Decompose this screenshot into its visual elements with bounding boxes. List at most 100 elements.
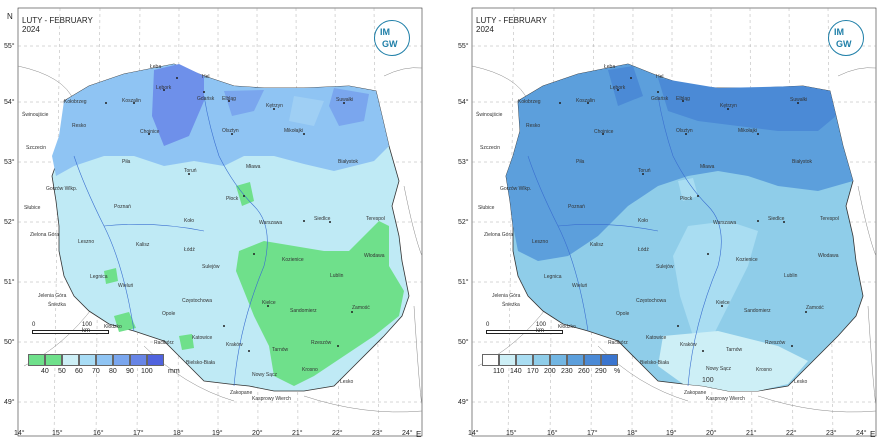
lat-label: 49°: [4, 399, 15, 406]
lat-label: 55°: [4, 43, 15, 50]
city-dots: [559, 77, 807, 352]
legend-color-scale: [28, 354, 164, 366]
city-label: Wieluń: [572, 283, 588, 289]
city-label: Warszawa: [713, 220, 737, 226]
city-label: Sandomierz: [744, 308, 771, 314]
lon-label: 18°: [173, 430, 184, 437]
lat-label: 50°: [458, 339, 469, 346]
city-label: Jelenia Góra: [38, 293, 67, 299]
city-label: Kętrzyn: [266, 103, 283, 109]
city-label: Sulejów: [656, 264, 674, 270]
city-label: Częstochowa: [636, 298, 667, 304]
city-label: Bielsko-Biała: [640, 360, 669, 366]
city-label: Włodawa: [818, 253, 839, 259]
city-label: Śnieżka: [502, 302, 520, 308]
city-label: Lębork: [610, 85, 626, 91]
map-title-line1: LUTY - FEBRUARY: [476, 16, 547, 25]
city-label: Rzeszów: [311, 340, 332, 346]
lon-label: 19°: [666, 430, 677, 437]
lon-label: 16°: [547, 430, 558, 437]
city-label: Krosno: [302, 367, 318, 373]
city-label: Kalisz: [136, 242, 150, 248]
lon-label: 24°: [402, 430, 413, 437]
lat-label: 53°: [458, 159, 469, 166]
city-label: Gdańsk: [651, 96, 669, 102]
city-label: Olsztyn: [222, 128, 239, 134]
legend-swatch: [62, 354, 79, 366]
lon-label: 22°: [332, 430, 343, 437]
city-label: Gorzów Wlkp.: [500, 186, 532, 192]
city-label: Kraków: [226, 342, 243, 348]
lon-label: 15°: [52, 430, 63, 437]
city-label: Białystok: [792, 159, 813, 165]
east-label: E: [416, 430, 422, 439]
lon-label: 15°: [506, 430, 517, 437]
city-label: Mława: [700, 164, 715, 170]
city-label: Lublin: [330, 273, 344, 279]
city-label: Legnica: [90, 274, 108, 280]
city-label: Kielce: [262, 300, 276, 306]
lon-label: 22°: [786, 430, 797, 437]
city-label: Zamość: [806, 305, 824, 311]
city-label: Piła: [576, 159, 585, 165]
legend-swatch: [533, 354, 550, 366]
city-label: Lesko: [794, 379, 808, 385]
legend-swatch: [130, 354, 147, 366]
legend-swatch: [499, 354, 516, 366]
city-label: Olsztyn: [676, 128, 693, 134]
city-label: Mikołajki: [738, 128, 758, 134]
city-label: Łeba: [604, 64, 616, 70]
contour-label: 100: [702, 377, 714, 384]
map-title-line2: 2024: [476, 25, 494, 34]
city-label: Poznań: [114, 204, 131, 210]
city-label: Sulejów: [202, 264, 220, 270]
city-label: Zakopane: [684, 390, 707, 396]
city-label: Siedlce: [768, 216, 785, 222]
city-label: Elbląg: [676, 96, 690, 102]
city-label: Koło: [638, 218, 649, 224]
city-label: Elbląg: [222, 96, 236, 102]
lat-label: 50°: [4, 339, 15, 346]
city-label: Świnoujście: [22, 112, 49, 118]
city-label: Słubice: [478, 205, 495, 211]
north-label: N: [7, 12, 13, 21]
city-dots: [105, 77, 353, 352]
city-label: Hel: [656, 74, 664, 80]
lon-label: 16°: [93, 430, 104, 437]
city-label: Płock: [226, 196, 239, 202]
lon-label: 17°: [587, 430, 598, 437]
lon-label: 20°: [252, 430, 263, 437]
precipitation-percent-map: [471, 7, 877, 437]
legend-swatch: [96, 354, 113, 366]
city-label: Nowy Sącz: [706, 366, 732, 372]
city-label: Koszalin: [122, 98, 141, 104]
city-label: Katowice: [192, 335, 213, 341]
city-label: Lublin: [784, 273, 798, 279]
city-label: Mława: [246, 164, 261, 170]
legend-swatch: [516, 354, 533, 366]
city-label: Kłodzko: [558, 324, 576, 330]
city-label: Lębork: [156, 85, 172, 91]
east-label: E: [870, 430, 876, 439]
legend-color-scale: [482, 354, 618, 366]
city-label: Siedlce: [314, 216, 331, 222]
legend-swatch: [113, 354, 130, 366]
lon-label: 18°: [627, 430, 638, 437]
lat-label: 49°: [458, 399, 469, 406]
city-label: Toruń: [184, 168, 197, 174]
city-label: Kętrzyn: [720, 103, 737, 109]
city-label: Bielsko-Biała: [186, 360, 215, 366]
lon-label: 23°: [826, 430, 837, 437]
precipitation-map-panel: LUTY - FEBRUARY 2024 N E 55° 54° 53° 52°…: [4, 6, 424, 439]
legend-swatch: [482, 354, 499, 366]
lon-label: 21°: [292, 430, 303, 437]
city-label: Terespol: [366, 216, 385, 222]
city-label: Kozienice: [282, 257, 304, 263]
map-title-line1: LUTY - FEBRUARY: [22, 16, 93, 25]
city-label: Zielona Góra: [484, 232, 513, 238]
city-label: Lesko: [340, 379, 354, 385]
city-label: Koło: [184, 218, 195, 224]
city-label: Kielce: [716, 300, 730, 306]
city-label: Leszno: [532, 239, 549, 245]
city-label: Terespol: [820, 216, 839, 222]
